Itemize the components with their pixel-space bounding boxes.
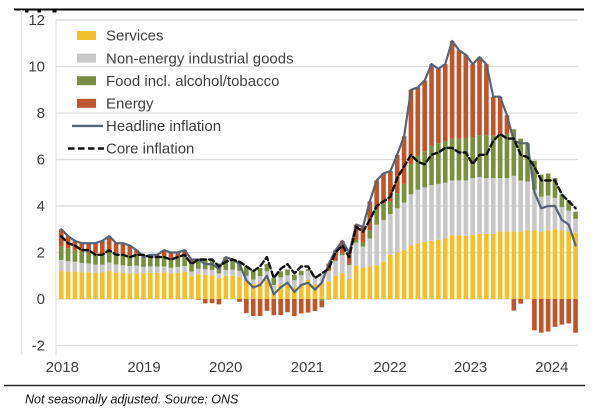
svg-text:2020: 2020 [209,359,242,376]
svg-text:2: 2 [37,245,45,262]
svg-text:2019: 2019 [127,359,160,376]
svg-text:4: 4 [37,198,45,215]
svg-text:Non-energy industrial goods: Non-energy industrial goods [106,50,294,67]
svg-text:-2: -2 [32,338,45,355]
svg-text:2023: 2023 [454,359,487,376]
svg-text:Headline inflation: Headline inflation [106,118,221,135]
svg-text:Core inflation: Core inflation [106,141,194,158]
svg-text:Energy: Energy [106,96,154,113]
svg-text:12: 12 [28,12,45,29]
svg-text:2021: 2021 [291,359,324,376]
svg-text:2024: 2024 [535,359,568,376]
svg-text:Not seasonally adjusted. Sourc: Not seasonally adjusted. Source: ONS [25,393,239,407]
svg-text:0: 0 [37,291,45,308]
svg-text:10: 10 [28,59,45,76]
svg-text:6: 6 [37,152,45,169]
svg-text:8: 8 [37,105,45,122]
svg-text:2022: 2022 [373,359,406,376]
svg-text:Food incl. alcohol/tobacco: Food incl. alcohol/tobacco [106,73,279,90]
svg-text:2018: 2018 [46,359,79,376]
svg-text:Services: Services [106,28,164,45]
